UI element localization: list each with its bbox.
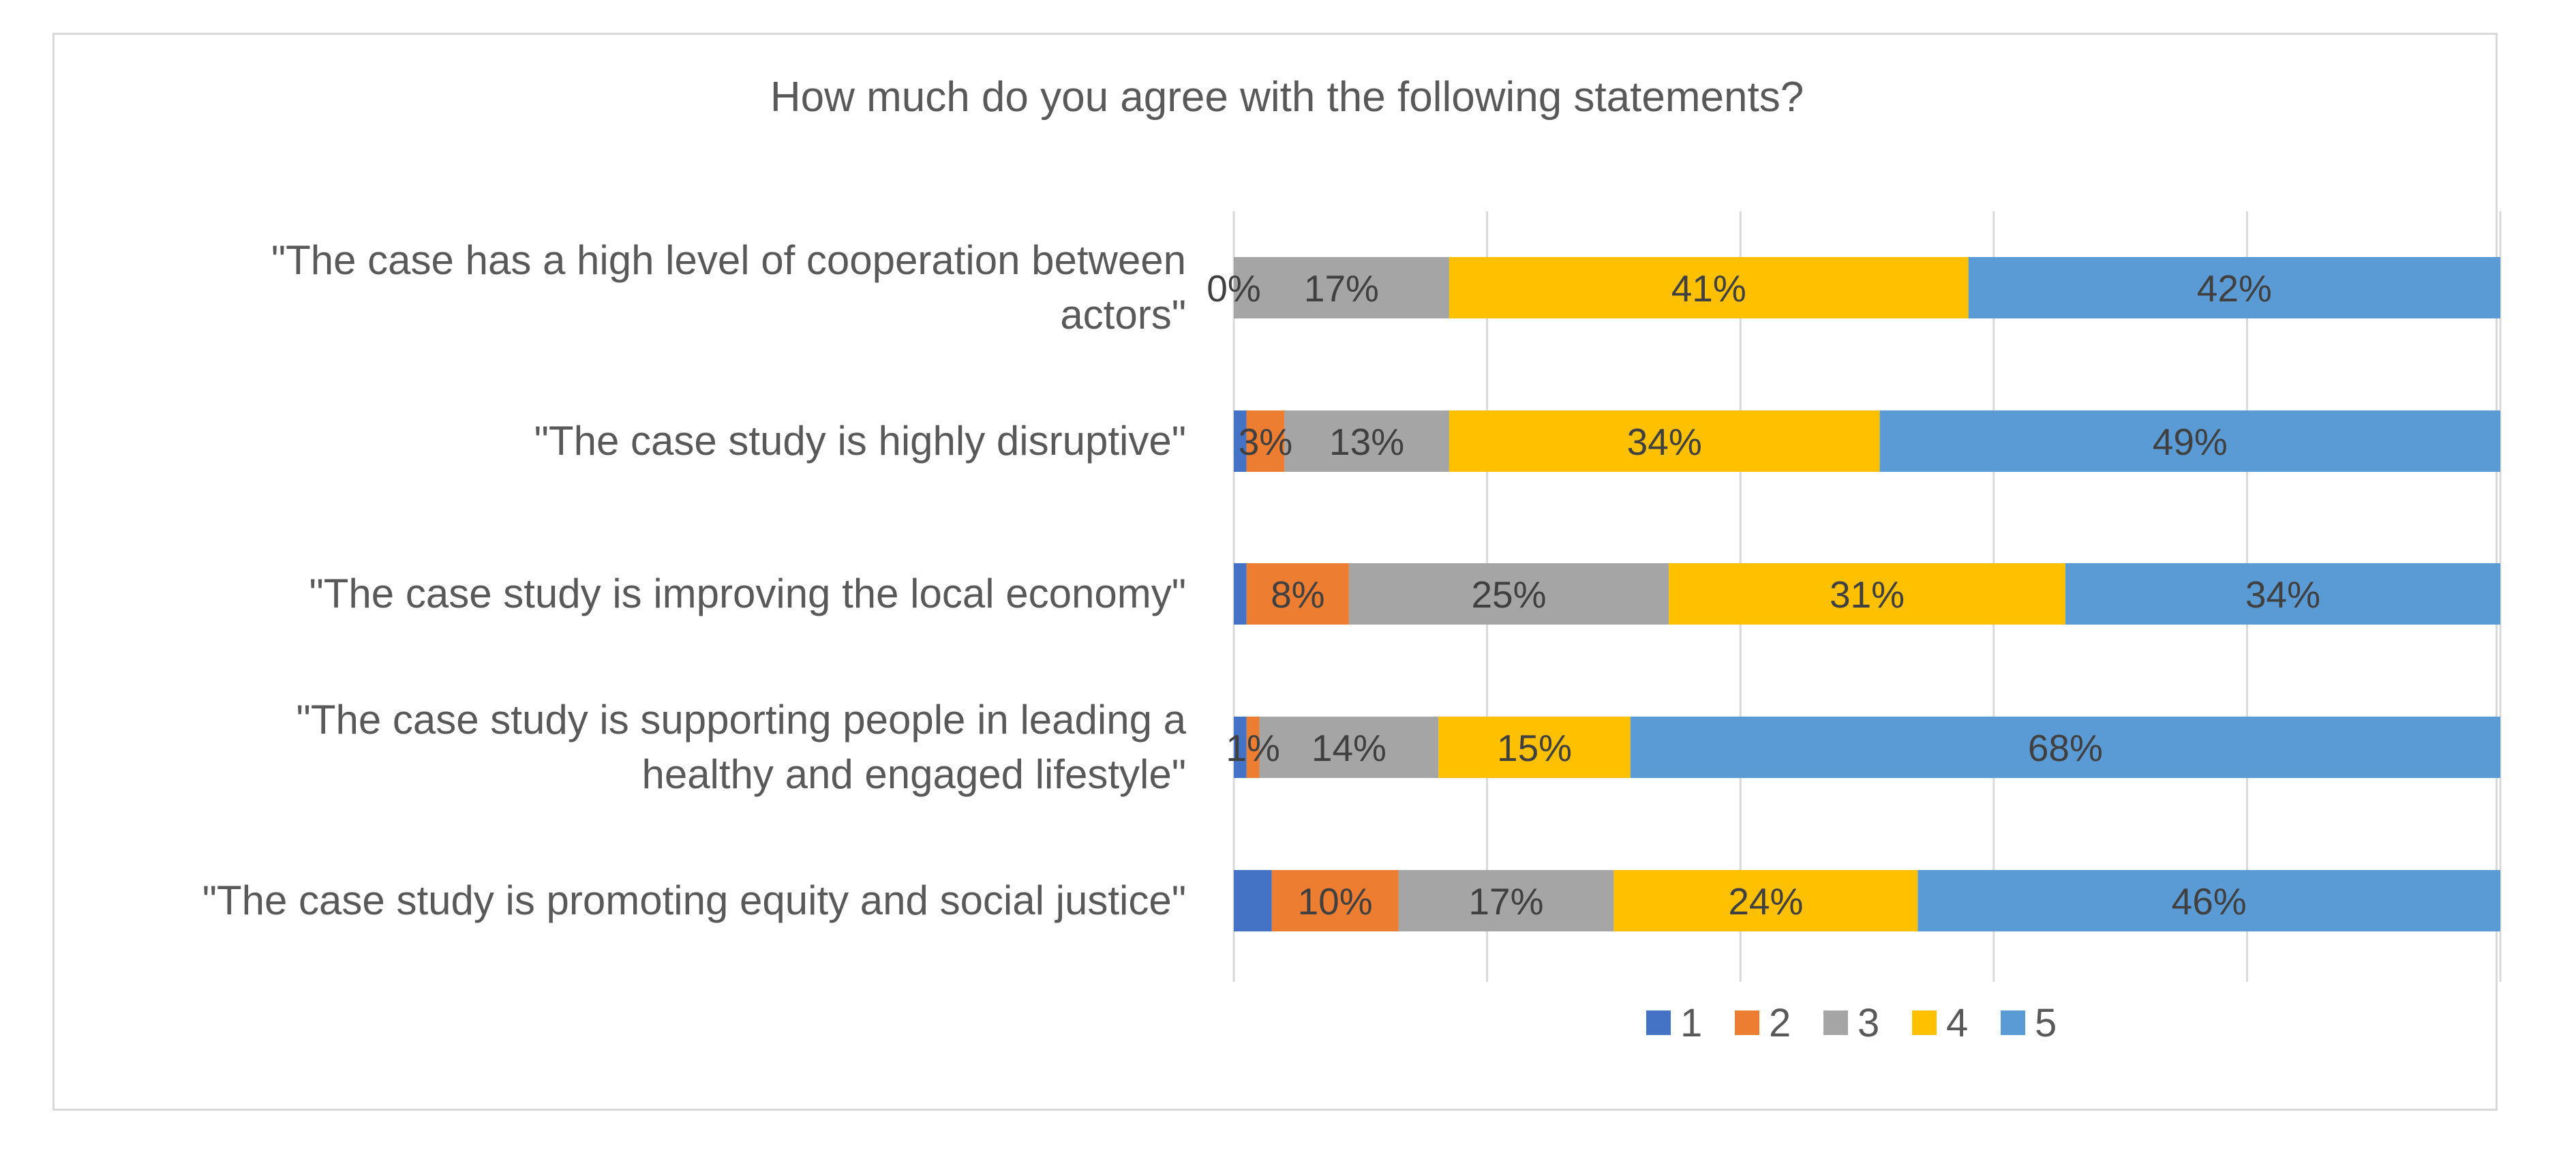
legend-swatch bbox=[2001, 1010, 2025, 1035]
bar-segment bbox=[1246, 410, 1285, 472]
data-label: 34% bbox=[1627, 421, 1702, 463]
category-label: "The case study is highly disruptive" bbox=[534, 418, 1186, 464]
data-label: 68% bbox=[2028, 727, 2103, 769]
bar-segment bbox=[1438, 717, 1631, 778]
bar-segment bbox=[1259, 717, 1439, 778]
bar-segment bbox=[1968, 257, 2500, 318]
category-label: "The case study is improving the local e… bbox=[309, 571, 1186, 616]
data-label: 14% bbox=[1312, 727, 1387, 769]
legend-label: 1 bbox=[1680, 1001, 1702, 1045]
bar-segment bbox=[1398, 870, 1614, 931]
category-label: "The case study is supporting people in … bbox=[297, 697, 1187, 743]
category-label: "The case study is promoting equity and … bbox=[202, 878, 1186, 923]
data-label: 13% bbox=[1329, 421, 1404, 463]
data-label: 42% bbox=[2197, 267, 2272, 310]
data-label: 17% bbox=[1304, 267, 1379, 310]
bar-segment bbox=[1234, 563, 1247, 625]
legend-label: 3 bbox=[1858, 1001, 1879, 1045]
data-label: 8% bbox=[1271, 573, 1325, 616]
data-label: 24% bbox=[1728, 880, 1803, 923]
data-label: 25% bbox=[1471, 573, 1546, 616]
bar-segment bbox=[1449, 257, 1969, 318]
bar-segment bbox=[1669, 563, 2065, 625]
bar-segment bbox=[1234, 717, 1247, 778]
data-label: 10% bbox=[1298, 880, 1373, 923]
legend-label: 2 bbox=[1769, 1001, 1791, 1045]
legend-swatch bbox=[1823, 1010, 1848, 1035]
bar-segment bbox=[1449, 410, 1880, 472]
bars bbox=[1234, 257, 2500, 931]
bar-segment bbox=[1271, 870, 1399, 931]
legend: 1 2 3 4 5 bbox=[1646, 1001, 2057, 1045]
legend-label: 5 bbox=[2035, 1001, 2057, 1045]
bar-segment bbox=[1879, 410, 2500, 472]
data-label: 41% bbox=[1671, 267, 1746, 310]
data-label: 46% bbox=[2172, 880, 2247, 923]
data-label: 0% bbox=[1207, 267, 1261, 310]
bar-segment bbox=[1234, 870, 1272, 931]
data-label: 3% bbox=[1239, 421, 1293, 463]
chart-title: How much do you agree with the following… bbox=[770, 74, 1804, 121]
bar-segment bbox=[1918, 870, 2500, 931]
bar-segment bbox=[1246, 717, 1260, 778]
bar-segment bbox=[1246, 563, 1349, 625]
bar-segment bbox=[1234, 257, 1449, 318]
bar-segment bbox=[1613, 870, 1918, 931]
category-label: "The case has a high level of cooperatio… bbox=[271, 237, 1186, 283]
bar-segment bbox=[1234, 410, 1247, 472]
legend-swatch bbox=[1735, 1010, 1759, 1035]
data-label: 31% bbox=[1830, 573, 1905, 616]
bar-segment bbox=[1284, 410, 1449, 472]
data-label: 15% bbox=[1497, 727, 1572, 769]
legend-label: 4 bbox=[1946, 1001, 1968, 1045]
category-labels: "The case has a high level of cooperatio… bbox=[202, 237, 1187, 923]
bar-segment bbox=[2065, 563, 2500, 625]
legend-swatch bbox=[1912, 1010, 1937, 1035]
data-labels: 0% 17% 41% 42% 3% 13% 34% 49% 8% 25% 31% 34% 1% 14% 15… bbox=[1207, 267, 2320, 923]
legend-swatch bbox=[1646, 1010, 1671, 1035]
data-label: 1% bbox=[1226, 727, 1280, 769]
data-label: 49% bbox=[2153, 421, 2228, 463]
bar-segment bbox=[1348, 563, 1669, 625]
category-label: actors" bbox=[1060, 292, 1186, 338]
bar-segment bbox=[1630, 717, 2500, 778]
category-label: healthy and engaged lifestyle" bbox=[641, 751, 1186, 797]
data-label: 34% bbox=[2245, 573, 2320, 616]
data-label: 17% bbox=[1468, 880, 1543, 923]
